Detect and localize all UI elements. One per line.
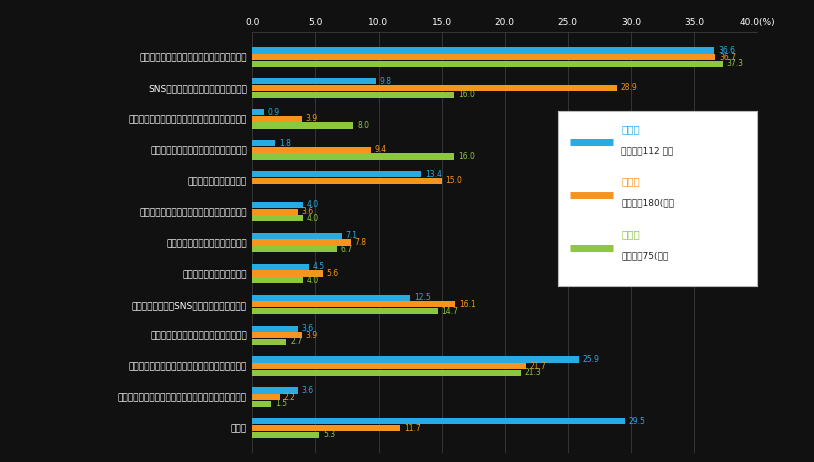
Text: 21.7: 21.7 [530, 362, 547, 371]
Text: 0.9: 0.9 [268, 108, 279, 117]
Bar [252, 171, 422, 177]
Text: 8.0: 8.0 [357, 121, 369, 130]
Bar [252, 91, 454, 98]
Bar [252, 432, 319, 438]
Bar [252, 177, 441, 184]
Bar [252, 208, 298, 215]
Text: 12.5: 12.5 [414, 293, 431, 302]
Text: 9.8: 9.8 [380, 77, 392, 86]
Bar [252, 401, 271, 407]
Text: 9.4: 9.4 [374, 146, 387, 154]
Text: 7.1: 7.1 [346, 231, 357, 240]
Text: 13.4: 13.4 [425, 170, 442, 179]
Bar [252, 233, 342, 239]
Bar [252, 270, 323, 277]
Text: 3.9: 3.9 [305, 331, 317, 340]
Text: 14.7: 14.7 [441, 306, 458, 316]
Text: 21.3: 21.3 [525, 368, 541, 377]
Text: 16.0: 16.0 [458, 152, 475, 161]
Text: 3.9: 3.9 [305, 115, 317, 123]
Bar [252, 370, 521, 376]
Text: 37.3: 37.3 [727, 59, 744, 68]
Text: 対象数＝112 人）: 対象数＝112 人） [621, 146, 674, 155]
Text: 5.6: 5.6 [326, 269, 339, 278]
Text: 11.7: 11.7 [404, 424, 421, 432]
Bar [252, 122, 353, 128]
Text: 7.8: 7.8 [355, 238, 366, 247]
Bar [252, 418, 624, 425]
Text: 高校生: 高校生 [621, 229, 640, 239]
Bar [252, 394, 280, 400]
Text: 1.8: 1.8 [279, 139, 291, 148]
Text: 2.2: 2.2 [284, 393, 295, 401]
Bar [252, 246, 337, 252]
Bar [252, 308, 438, 314]
Text: 4.0: 4.0 [307, 214, 319, 223]
Bar [252, 301, 456, 308]
Text: 4.5: 4.5 [313, 262, 325, 271]
Bar [252, 202, 303, 208]
Bar [252, 339, 287, 345]
Text: 16.0: 16.0 [458, 90, 475, 99]
Text: 対象数＝180(人）: 対象数＝180(人） [621, 199, 675, 207]
Text: 28.9: 28.9 [621, 84, 637, 92]
Bar [252, 140, 275, 146]
Text: 15.0: 15.0 [445, 176, 462, 185]
Text: 25.9: 25.9 [583, 355, 600, 364]
Bar [252, 332, 301, 338]
Text: 3.6: 3.6 [301, 324, 313, 333]
Bar [252, 215, 303, 221]
Text: 2.7: 2.7 [291, 337, 302, 346]
Bar [252, 147, 371, 153]
Bar [252, 47, 714, 54]
Text: 対象数＝75(人）: 対象数＝75(人） [621, 251, 668, 260]
Text: 36.7: 36.7 [720, 53, 736, 61]
Bar [252, 61, 723, 67]
Text: 3.6: 3.6 [301, 207, 313, 216]
Text: 36.6: 36.6 [718, 46, 735, 55]
Text: 4.0: 4.0 [307, 201, 319, 209]
Text: 4.0: 4.0 [307, 276, 319, 285]
Text: 29.5: 29.5 [628, 417, 646, 426]
Bar [252, 109, 264, 116]
Text: 16.1: 16.1 [459, 300, 476, 309]
Bar [252, 363, 526, 369]
Bar [252, 85, 617, 91]
Bar [252, 326, 298, 332]
Text: 6.7: 6.7 [340, 245, 352, 254]
Bar [252, 54, 716, 60]
Text: 中学生: 中学生 [621, 176, 640, 186]
Text: 小学生: 小学生 [621, 124, 640, 134]
Bar [252, 387, 298, 394]
Bar [252, 295, 410, 301]
Bar [252, 153, 454, 159]
Bar [252, 277, 303, 283]
Bar [252, 239, 351, 246]
Bar [252, 116, 301, 122]
Bar [252, 264, 309, 270]
Bar [252, 357, 579, 363]
Text: 3.6: 3.6 [301, 386, 313, 395]
Bar [252, 425, 400, 431]
Text: 5.3: 5.3 [323, 430, 335, 439]
Text: 1.5: 1.5 [275, 399, 287, 408]
Bar [252, 78, 376, 85]
